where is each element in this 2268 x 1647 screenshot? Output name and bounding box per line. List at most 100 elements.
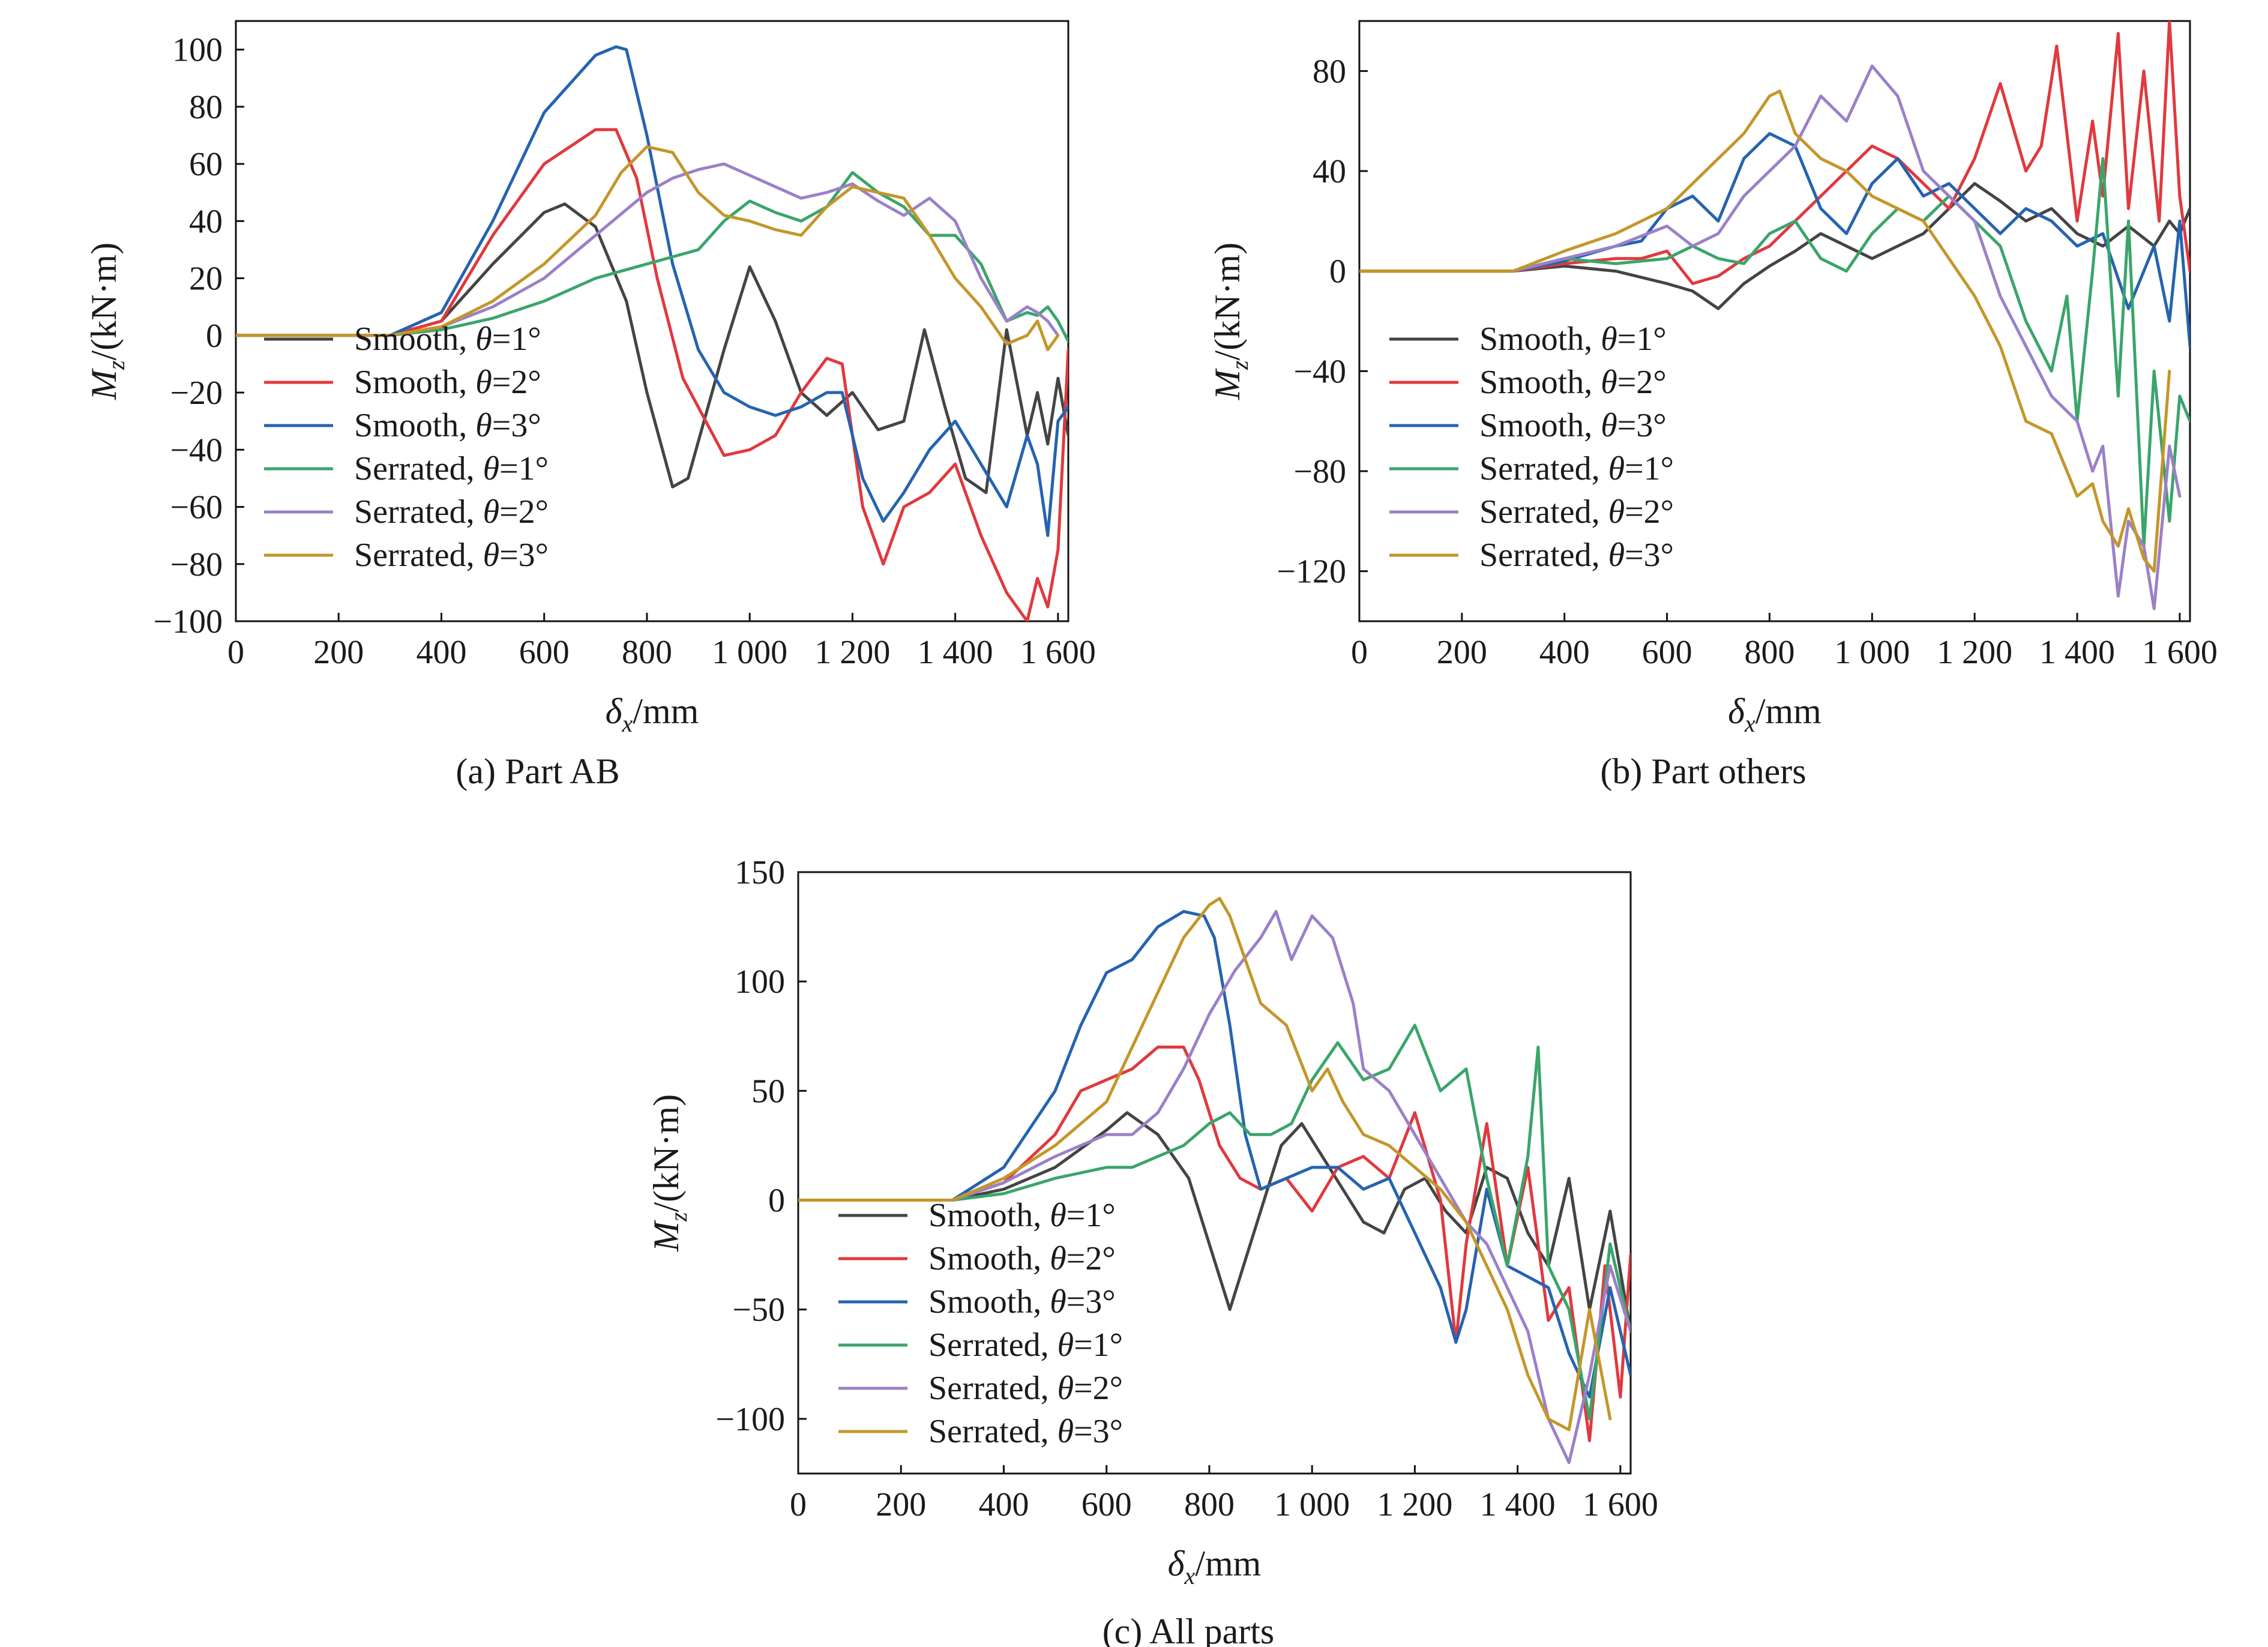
series-line-3 [798,910,1631,1399]
legend-prefix: Smooth, [1479,407,1601,444]
y-axis-symbol: M [1208,368,1247,400]
x-tick-label: 600 [1642,634,1692,671]
x-axis-symbol: δ [606,691,623,731]
legend-suffix: =3° [1617,407,1667,444]
y-tick-label: −80 [1293,453,1346,490]
x-axis-unit: /mm [1195,1544,1261,1583]
chart-panel-1: 0 200 400 600 800 1 000 1 200 1 400 1 600−100−80… [84,20,1096,791]
y-axis-subscript: z [103,360,130,370]
x-tick-label: 400 [416,634,466,671]
y-axis-unit: /(kN·m) [84,242,124,361]
legend-prefix: Smooth, [1479,321,1601,358]
legend-prefix: Serrated, [1479,450,1608,487]
series-group [1359,21,2190,610]
y-tick-label: 100 [735,963,785,1001]
x-tick-label: 1 000 [1274,1486,1350,1523]
legend-suffix: =1° [1625,450,1674,487]
series-line-5 [798,910,1631,1465]
legend-label: Smooth, θ=1° [928,1197,1116,1234]
legend-label: Serrated, θ=3° [1479,537,1674,574]
legend-theta: θ [1601,321,1617,358]
x-tick-label: 1 400 [2039,634,2115,671]
y-tick-label: 100 [172,32,223,69]
x-tick-label: 800 [1184,1486,1235,1523]
x-tick-label: 1 600 [1583,1486,1658,1523]
series-line-3 [236,45,1068,537]
legend-theta: θ [1601,407,1617,444]
plot-frame [1358,20,2191,622]
legend-theta: θ [475,321,492,358]
legend-prefix: Serrated, [928,1413,1057,1450]
x-tick-label: 1 600 [2142,634,2218,671]
legend-prefix: Smooth, [354,321,475,358]
legend-theta: θ [1050,1283,1066,1320]
series-line-5 [1359,64,2182,610]
legend-label: Smooth, θ=2° [1479,364,1667,401]
legend-suffix: =2° [499,493,549,531]
legend-prefix: Serrated, [928,1370,1057,1407]
legend-theta: θ [1608,450,1625,487]
y-tick-label: 80 [189,89,223,126]
y-tick-label: −60 [170,489,223,526]
legend-suffix: =2° [1617,364,1667,401]
legend-prefix: Serrated, [354,493,483,531]
legend-prefix: Serrated, [928,1326,1057,1364]
y-tick-label: −100 [715,1401,785,1438]
legend-theta: θ [483,493,500,531]
legend-suffix: =3° [499,537,549,574]
x-tick-label: 1 400 [918,634,993,671]
series-line-5 [236,162,1060,337]
x-tick-label: 1 000 [712,634,787,671]
series-line-6 [798,897,1612,1432]
legend-theta: θ [1050,1197,1066,1234]
x-axis-title: δx/mm [606,691,699,737]
y-tick-label: 150 [735,854,785,891]
legend-label: Serrated, θ=1° [354,450,549,487]
x-axis-symbol: δ [1728,691,1745,731]
x-tick-label: 200 [1437,634,1487,671]
y-tick-label: 80 [1313,53,1346,90]
x-tick-label: 0 [790,1486,807,1523]
legend-label: Smooth, θ=3° [928,1283,1116,1320]
x-tick-label: 800 [622,634,672,671]
x-tick-label: 800 [1744,634,1794,671]
x-tick-label: 600 [519,634,570,671]
panel-caption: (b) Part others [1600,751,1806,791]
legend-suffix: =1° [1066,1197,1116,1234]
y-tick-label: −40 [170,432,223,469]
series-group [236,45,1068,621]
y-tick-label: −100 [153,603,223,640]
panel-caption: (a) Part AB [456,751,619,791]
y-tick-label: −50 [732,1292,785,1329]
legend-label: Smooth, θ=3° [354,407,541,444]
legend: Smooth, θ=1°Smooth, θ =2° Smooth, θ=3° Serr… [838,1197,1123,1450]
x-tick-label: 0 [1351,634,1368,671]
legend-suffix: =2° [1625,493,1674,531]
y-tick-label: 40 [1313,153,1346,190]
x-axis-unit: /mm [633,691,699,731]
legend-theta: θ [475,407,492,444]
series-line-6 [236,145,1060,352]
y-tick-label: −40 [1293,353,1346,390]
x-tick-label: 400 [1539,634,1590,671]
y-tick-label: 0 [768,1182,785,1220]
x-axis-subscript: x [1744,710,1755,737]
legend-suffix: =2° [1074,1370,1123,1407]
legend-prefix: Serrated, [1479,493,1608,531]
x-tick-label: 1 600 [1020,634,1096,671]
legend-prefix: Smooth, [928,1197,1050,1234]
legend-suffix: =3° [492,407,541,444]
y-axis-title: Mz/(kN·m) [646,1094,692,1252]
x-axis-subscript: x [1184,1562,1196,1589]
y-tick-label: 50 [751,1073,785,1110]
y-tick-label: 60 [189,146,223,183]
legend-theta: θ [1608,493,1625,531]
legend-label: Serrated, θ=2° [354,493,549,531]
y-axis-unit: /(kN·m) [1208,242,1247,361]
y-tick-label: 20 [189,260,223,298]
chart-panel-2: 0 200 400 600 800 1 000 1 200 1 400 1 600−120−80… [1208,20,2218,791]
legend-prefix: Serrated, [354,450,483,487]
legend-suffix: =2° [492,364,541,401]
legend-prefix: Serrated, [354,537,483,574]
